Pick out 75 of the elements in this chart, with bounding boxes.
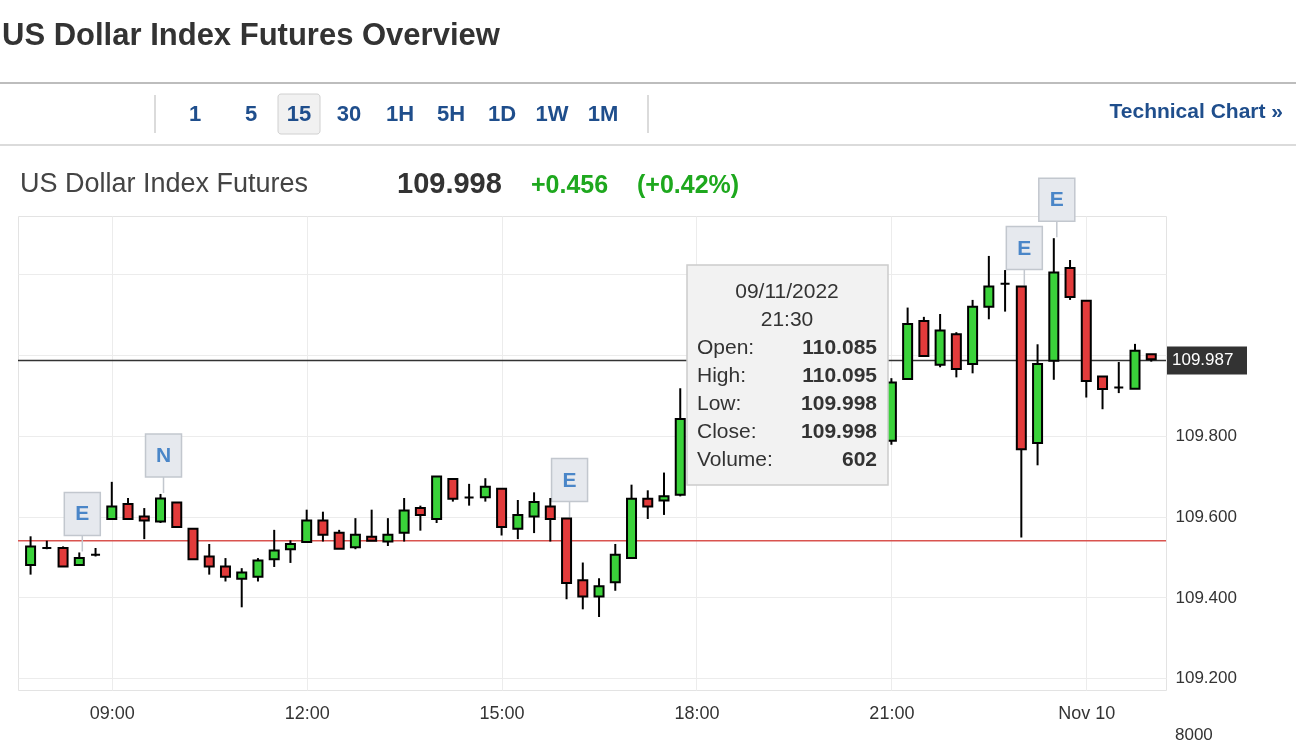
candlestick — [544, 496, 556, 543]
candlestick — [528, 491, 540, 535]
candlestick — [414, 504, 426, 532]
text: (+0.42%) — [637, 170, 740, 198]
text: 1D — [487, 101, 517, 126]
candlestick — [398, 496, 410, 543]
text: 1 — [188, 101, 202, 126]
annotation: Close: — [697, 419, 757, 442]
candlestick — [1097, 375, 1109, 411]
candlestick — [268, 528, 280, 568]
candlestick — [284, 539, 296, 564]
x-tick-label: 12:00 — [284, 702, 330, 723]
x-tick-label: 15:00 — [479, 702, 525, 723]
x-tick-label: 18:00 — [674, 702, 720, 723]
text: 1M — [587, 101, 619, 126]
candlestick — [447, 478, 459, 503]
annotation: 109.998 — [801, 391, 878, 414]
candlestick — [317, 510, 329, 543]
x-tick-label: 21:00 — [869, 702, 915, 723]
annotation: E — [1017, 235, 1032, 259]
text: 5H — [436, 101, 466, 126]
candlestick — [479, 477, 491, 503]
y-tick-label: 109.400 — [1175, 587, 1237, 607]
y-tick-label: 109.600 — [1175, 507, 1237, 527]
x-tick-label: Nov 10 — [1058, 702, 1116, 723]
annotation: N — [155, 442, 172, 466]
ref-line-label: 109.987 — [1172, 350, 1234, 370]
annotation: E — [1049, 187, 1064, 211]
annotation: E — [75, 501, 90, 525]
candlestick — [349, 517, 361, 551]
candlestick — [658, 471, 670, 516]
x-tick-label: 09:00 — [89, 702, 135, 723]
candlestick — [333, 528, 345, 550]
candlestick — [219, 557, 231, 583]
y-tick-label: 109.800 — [1175, 426, 1237, 446]
chart-subtitle: US Dollar Index Futures — [20, 168, 309, 198]
candlestick — [366, 508, 378, 542]
candlestick — [301, 508, 313, 543]
annotation: Open: — [697, 335, 755, 358]
text: Technical Chart » — [1109, 99, 1283, 122]
text: 5 — [244, 101, 258, 126]
candlestick — [577, 561, 589, 611]
candlestick — [122, 496, 134, 520]
annotation: 110.095 — [802, 363, 878, 386]
candlestick — [593, 577, 605, 618]
text: 109.998 — [397, 167, 502, 199]
candlestick — [25, 535, 37, 576]
annotation: 09/11/2022 — [735, 279, 839, 302]
annotation: E — [562, 467, 577, 491]
annotation: Low: — [697, 391, 742, 414]
annotation: 21:30 — [760, 307, 814, 330]
y-tick-label: 109.200 — [1175, 668, 1237, 688]
candlestick — [236, 567, 248, 609]
annotation: 602 — [841, 447, 877, 470]
candlestick — [203, 542, 215, 576]
annotation: 109.998 — [801, 419, 878, 442]
candlestick — [983, 254, 995, 321]
chart-title: US Dollar Index Futures Overview — [2, 17, 501, 52]
candlestick — [57, 545, 69, 568]
candlestick — [252, 557, 264, 583]
text: 1W — [535, 101, 569, 126]
candlestick — [138, 507, 150, 541]
annotation: High: — [697, 363, 747, 386]
annotation: Volume: — [697, 447, 773, 470]
candlestick — [382, 517, 394, 547]
text: 30 — [336, 101, 362, 126]
candlestick — [106, 480, 118, 520]
text: +0.456 — [531, 170, 609, 198]
text: 15 — [286, 101, 312, 126]
candlestick — [155, 492, 167, 524]
text: 1H — [385, 101, 415, 126]
candlestick — [512, 499, 524, 541]
text: 8000 — [1175, 725, 1213, 744]
candlestick — [642, 489, 654, 520]
annotation: 110.085 — [802, 335, 878, 358]
